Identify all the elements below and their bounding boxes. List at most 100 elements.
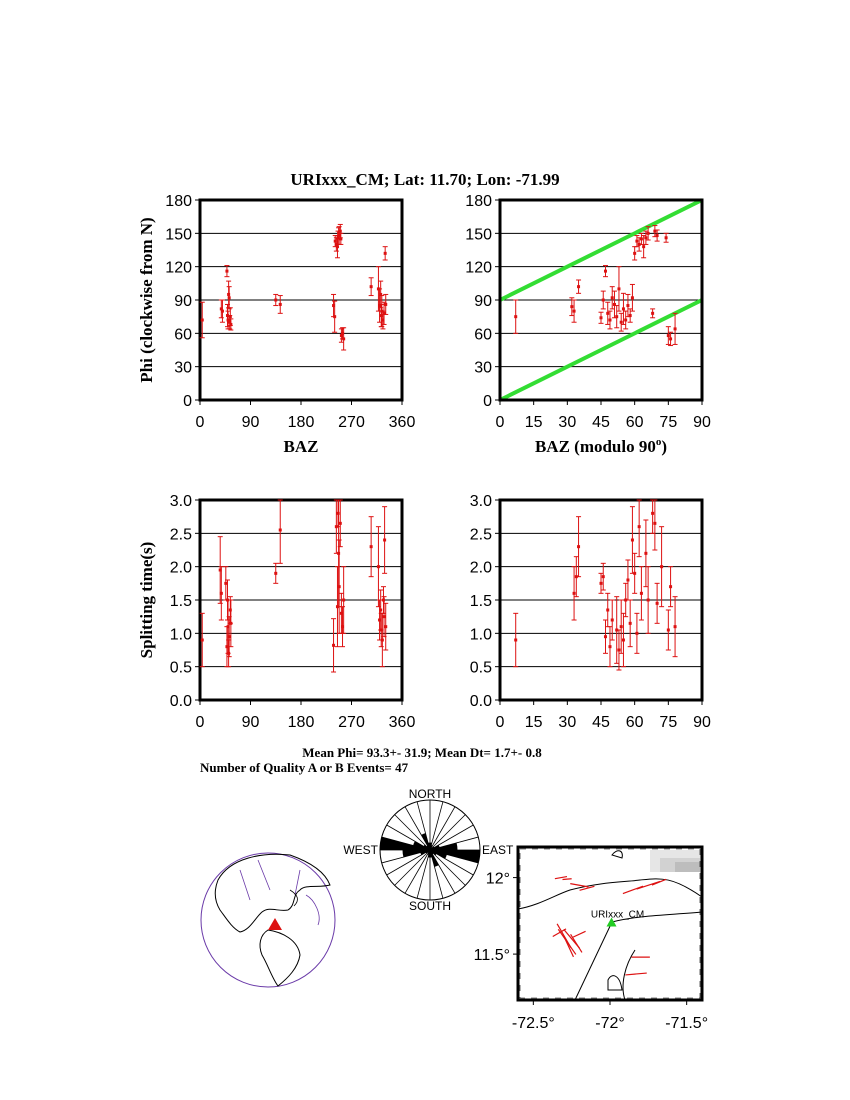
rose-wedge [402, 850, 430, 858]
data-point [634, 612, 640, 654]
point-marker [633, 251, 637, 255]
data-point [228, 318, 234, 331]
globe-outline [200, 852, 336, 988]
y-tick-label: 0.5 [170, 660, 192, 677]
point-marker [655, 601, 659, 605]
rose-wedge [427, 850, 430, 855]
point-marker [630, 538, 634, 542]
point-marker [637, 525, 641, 529]
split-stick [625, 972, 647, 976]
point-marker [615, 315, 619, 319]
point-marker [379, 314, 383, 318]
point-marker [226, 318, 230, 322]
point-marker [332, 304, 336, 308]
point-marker [219, 307, 223, 311]
y-tick-label: 2.5 [470, 526, 492, 543]
point-marker [628, 314, 632, 318]
y-tick-label: 2.0 [470, 560, 492, 577]
x-tick-label: 0 [196, 414, 205, 431]
data-point [645, 226, 651, 241]
data-point [672, 312, 678, 345]
x-tick-label: 360 [389, 414, 416, 431]
split-stick [572, 930, 586, 938]
point-marker [644, 236, 648, 240]
point-marker [225, 269, 229, 273]
data-point [602, 619, 608, 654]
point-marker [617, 287, 621, 291]
point-marker [227, 651, 231, 655]
data-point [645, 566, 651, 634]
point-marker [570, 305, 574, 309]
y-tick-label: 120 [465, 260, 492, 277]
x-tick-label: 45 [592, 714, 610, 731]
map-frame-inner [519, 848, 701, 999]
point-marker [200, 638, 204, 642]
data-point [650, 308, 656, 319]
lon-label: Lon: [476, 170, 511, 189]
data-point [513, 612, 519, 668]
rose-wedge [413, 841, 430, 850]
split-stick [554, 875, 568, 880]
data-point [576, 516, 582, 578]
point-marker [274, 571, 278, 575]
rose-wedge [430, 850, 480, 863]
point-marker [341, 331, 345, 335]
point-marker [619, 625, 623, 629]
rose-wedge [428, 850, 430, 853]
rose-spoke [429, 849, 466, 886]
point-marker [673, 625, 677, 629]
point-marker [621, 638, 625, 642]
split-stick [562, 878, 572, 881]
globe-inset [200, 852, 336, 988]
point-marker [651, 311, 655, 315]
point-marker [339, 334, 343, 338]
point-marker [572, 591, 576, 595]
data-point [654, 582, 660, 624]
point-marker [339, 611, 343, 615]
rose-wedge [428, 842, 430, 850]
map-lon-label: -72° [595, 1015, 625, 1032]
point-marker [381, 598, 385, 602]
point-marker [646, 231, 650, 235]
point-marker [332, 643, 336, 647]
rose-wedge [423, 844, 430, 850]
x-axis-label-end: ) [661, 437, 667, 456]
data-point [616, 266, 622, 312]
point-marker [653, 229, 657, 233]
data-point [341, 566, 347, 634]
data-point [381, 301, 387, 325]
y-tick-label: 90 [474, 293, 492, 310]
rose-wedge [430, 850, 432, 858]
point-marker [220, 309, 224, 313]
data-point [598, 311, 604, 324]
data-point [629, 283, 635, 312]
data-point [226, 286, 232, 310]
y-tick-label: 2.5 [170, 526, 192, 543]
data-point [199, 301, 205, 339]
rose-wedge [430, 847, 432, 850]
point-marker [655, 234, 659, 238]
data-point [218, 566, 224, 621]
x-tick-label: 45 [592, 414, 610, 431]
point-marker [337, 234, 341, 238]
y-tick-label: 0.0 [170, 693, 192, 710]
rose-spoke [429, 806, 456, 851]
rose-spoke [394, 849, 431, 886]
data-point [338, 328, 344, 343]
point-marker [382, 311, 386, 315]
data-point [668, 566, 674, 608]
point-marker [229, 621, 233, 625]
x-tick-label: 360 [389, 714, 416, 731]
split-stick [622, 885, 644, 895]
data-point [380, 586, 386, 614]
data-point [652, 499, 658, 551]
rose-spoke [429, 824, 474, 851]
lon-value: -71.99 [516, 170, 560, 189]
rose-spoke [429, 801, 444, 851]
data-point [668, 331, 674, 347]
split-stick [570, 933, 583, 953]
point-marker [666, 628, 670, 632]
point-marker [630, 296, 634, 300]
point-marker [669, 337, 673, 341]
